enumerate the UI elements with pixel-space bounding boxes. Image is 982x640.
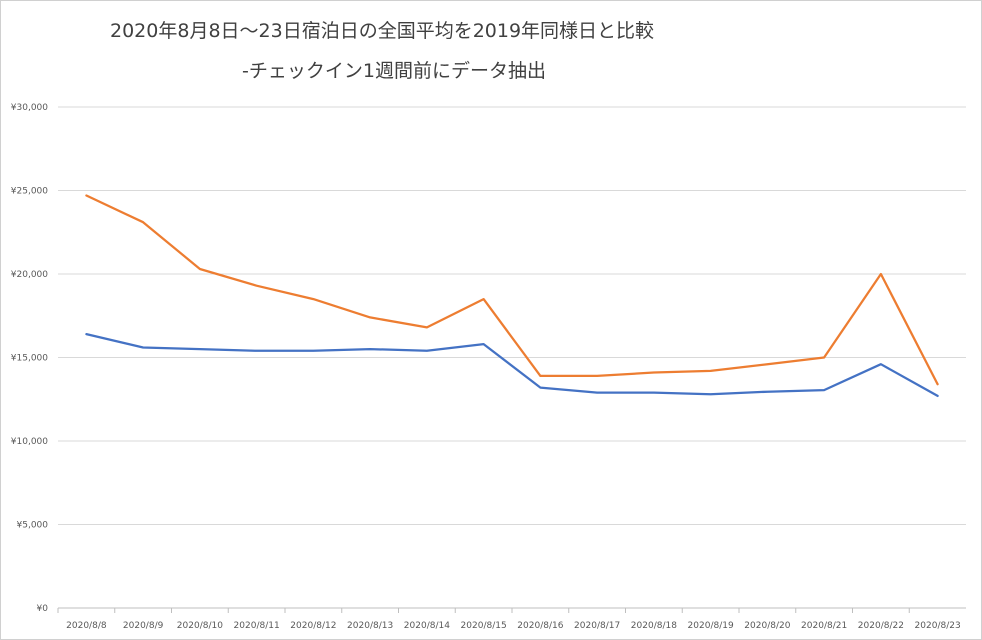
y-tick-label: ¥10,000 — [11, 437, 48, 447]
series-lines — [85, 194, 939, 398]
x-tick-label: 2020/8/19 — [688, 621, 734, 631]
x-tick-label: 2020/8/8 — [66, 621, 107, 631]
series-line-1 — [85, 332, 939, 398]
y-axis-tick-labels: ¥0 ¥5,000 ¥10,000 ¥15,000 ¥20,000 ¥25,000 ¥30,… — [11, 103, 48, 614]
series-line-2 — [85, 194, 939, 386]
y-tick-label: ¥5,000 — [17, 521, 49, 531]
x-tick-label: 2020/8/12 — [290, 621, 336, 631]
x-tick-label: 2020/8/9 — [123, 621, 164, 631]
x-tick-label: 2020/8/20 — [744, 621, 790, 631]
x-tick-label: 2020/8/15 — [461, 621, 507, 631]
x-tick-label: 2020/8/23 — [915, 621, 961, 631]
x-tick-label: 2020/8/21 — [801, 621, 847, 631]
x-tick-label: 2020/8/18 — [631, 621, 677, 631]
x-tick-label: 2020/8/11 — [234, 621, 280, 631]
x-tick-label: 2020/8/17 — [574, 621, 620, 631]
x-axis-tick-labels: 2020/8/8 2020/8/9 2020/8/10 2020/8/11 2020/8… — [57, 608, 961, 631]
x-tick-label: 2020/8/16 — [517, 621, 563, 631]
y-tick-label: ¥25,000 — [11, 187, 48, 197]
y-tick-label: ¥15,000 — [11, 354, 48, 364]
chart-title-line-1: 2020年8月8日〜23日宿泊日の全国平均を2019年同様日と比較 — [110, 20, 655, 42]
gridlines — [58, 106, 966, 609]
y-tick-label: ¥0 — [37, 604, 49, 614]
y-tick-label: ¥30,000 — [11, 103, 48, 113]
y-tick-label: ¥20,000 — [11, 270, 48, 280]
x-tick-label: 2020/8/22 — [858, 621, 904, 631]
x-tick-label: 2020/8/10 — [177, 621, 223, 631]
x-tick-label: 2020/8/14 — [404, 621, 450, 631]
x-tick-label: 2020/8/13 — [347, 621, 393, 631]
chart-title-line-2: -チェックイン1週間前にデータ抽出 — [242, 60, 546, 82]
